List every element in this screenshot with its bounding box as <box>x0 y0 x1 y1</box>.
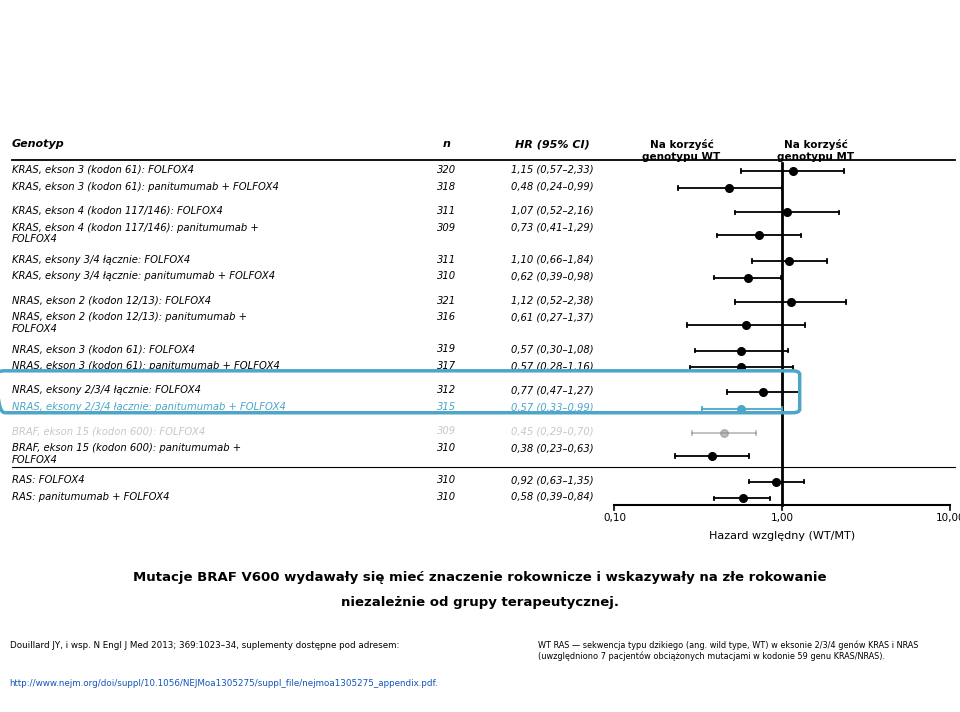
Text: n: n <box>443 139 450 150</box>
Text: NRAS, eksony 2/3/4 łącznie: panitumumab + FOLFOX4: NRAS, eksony 2/3/4 łącznie: panitumumab … <box>12 402 285 412</box>
Text: 10,00: 10,00 <box>936 513 960 523</box>
Text: NRAS, eksony 2/3/4 łącznie: FOLFOX4: NRAS, eksony 2/3/4 łącznie: FOLFOX4 <box>12 385 201 395</box>
Text: 316: 316 <box>437 313 456 323</box>
Text: 310: 310 <box>437 475 456 485</box>
Text: 1,10 (0,66–1,84): 1,10 (0,66–1,84) <box>511 255 593 265</box>
Text: HR (95% CI): HR (95% CI) <box>515 139 589 150</box>
Text: 311: 311 <box>437 206 456 216</box>
Text: 0,10: 0,10 <box>603 513 626 523</box>
Text: KRAS, ekson 4 (kodon 117/146): panitumumab +
FOLFOX4: KRAS, ekson 4 (kodon 117/146): panitumum… <box>12 223 258 244</box>
Text: 309: 309 <box>437 426 456 436</box>
Text: 0,57 (0,28–1,16): 0,57 (0,28–1,16) <box>511 361 593 371</box>
Text: Na korzyść
genotypu MT: Na korzyść genotypu MT <box>778 139 854 162</box>
Text: http://www.nejm.org/doi/suppl/10.1056/NEJMoa1305275/suppl_file/nejmoa1305275_app: http://www.nejm.org/doi/suppl/10.1056/NE… <box>10 679 438 689</box>
Text: 1,15 (0,57–2,33): 1,15 (0,57–2,33) <box>511 164 593 175</box>
Text: 311: 311 <box>437 255 456 265</box>
Text: Na korzyść
genotypu WT: Na korzyść genotypu WT <box>642 139 721 162</box>
Text: BRAF, ekson 15 (kodon 600): FOLFOX4: BRAF, ekson 15 (kodon 600): FOLFOX4 <box>12 426 204 436</box>
Text: 312: 312 <box>437 385 456 395</box>
Text: 310: 310 <box>437 492 456 502</box>
Text: NRAS, ekson 2 (kodon 12/13): panitumumab +
FOLFOX4: NRAS, ekson 2 (kodon 12/13): panitumumab… <box>12 313 247 334</box>
Text: 0,58 (0,39–0,84): 0,58 (0,39–0,84) <box>511 492 593 502</box>
Text: Analiza genów: Analiza genów <box>36 16 238 41</box>
Text: 0,48 (0,24–0,99): 0,48 (0,24–0,99) <box>511 182 593 192</box>
Text: RAS: FOLFOX4: RAS: FOLFOX4 <box>12 475 84 485</box>
FancyBboxPatch shape <box>3 100 30 116</box>
Text: 0,61 (0,27–1,37): 0,61 (0,27–1,37) <box>511 313 593 323</box>
Text: 0,57 (0,30–1,08): 0,57 (0,30–1,08) <box>511 345 593 355</box>
Text: KRAS, ekson 3 (kodon 61): panitumumab + FOLFOX4: KRAS, ekson 3 (kodon 61): panitumumab + … <box>12 182 278 192</box>
Text: KRAS, eksony 3/4 łącznie: panitumumab + FOLFOX4: KRAS, eksony 3/4 łącznie: panitumumab + … <box>12 271 275 281</box>
FancyBboxPatch shape <box>3 17 30 55</box>
Text: 317: 317 <box>437 361 456 371</box>
Text: BRAF, ekson 15 (kodon 600): panitumumab +
FOLFOX4: BRAF, ekson 15 (kodon 600): panitumumab … <box>12 444 241 465</box>
Text: 0,57 (0,33–0,99): 0,57 (0,33–0,99) <box>511 402 593 412</box>
Text: 0,92 (0,63–1,35): 0,92 (0,63–1,35) <box>511 475 593 485</box>
Text: 0,62 (0,39–0,98): 0,62 (0,39–0,98) <box>511 271 593 281</box>
Text: 1,07 (0,52–2,16): 1,07 (0,52–2,16) <box>511 206 593 216</box>
Text: niezależnie od grupy terapeutycznej.: niezależnie od grupy terapeutycznej. <box>341 596 619 609</box>
Text: NRAS, ekson 3 (kodon 61): FOLFOX4: NRAS, ekson 3 (kodon 61): FOLFOX4 <box>12 345 195 355</box>
Text: OS (według podgrup genotypów, analiza pierwotna): OS (według podgrup genotypów, analiza pi… <box>36 76 667 98</box>
Text: NRAS, ekson 2 (kodon 12/13): FOLFOX4: NRAS, ekson 2 (kodon 12/13): FOLFOX4 <box>12 295 210 305</box>
FancyBboxPatch shape <box>3 74 30 90</box>
Text: 315: 315 <box>437 402 456 412</box>
Text: Douillard JY, i wsp. N Engl J Med 2013; 369:1023–34, suplementy dostępne pod adr: Douillard JY, i wsp. N Engl J Med 2013; … <box>10 641 399 650</box>
Text: 310: 310 <box>437 444 456 454</box>
Text: 320: 320 <box>437 164 456 175</box>
Text: 310: 310 <box>437 271 456 281</box>
Text: Genotyp: Genotyp <box>12 139 64 150</box>
Text: 0,73 (0,41–1,29): 0,73 (0,41–1,29) <box>511 223 593 233</box>
Text: 321: 321 <box>437 295 456 305</box>
Text: 1,12 (0,52–2,38): 1,12 (0,52–2,38) <box>511 295 593 305</box>
Text: RAS: RAS <box>243 16 297 40</box>
Text: 309: 309 <box>437 223 456 233</box>
Text: Hazard względny (WT/MT): Hazard względny (WT/MT) <box>709 530 855 540</box>
Text: NRAS, ekson 3 (kodon 61): panitumumab + FOLFOX4: NRAS, ekson 3 (kodon 61): panitumumab + … <box>12 361 279 371</box>
Text: 0,45 (0,29–0,70): 0,45 (0,29–0,70) <box>511 426 593 436</box>
Text: 0,77 (0,47–1,27): 0,77 (0,47–1,27) <box>511 385 593 395</box>
Text: KRAS, ekson 3 (kodon 61): FOLFOX4: KRAS, ekson 3 (kodon 61): FOLFOX4 <box>12 164 194 175</box>
Text: KRAS, eksony 3/4 łącznie: FOLFOX4: KRAS, eksony 3/4 łącznie: FOLFOX4 <box>12 255 190 265</box>
Text: RAS: panitumumab + FOLFOX4: RAS: panitumumab + FOLFOX4 <box>12 492 169 502</box>
Text: Mutacje BRAF V600 wydawały się mieć znaczenie rokownicze i wskazywały na złe rok: Mutacje BRAF V600 wydawały się mieć znac… <box>133 571 827 584</box>
Text: KRAS, ekson 4 (kodon 117/146): FOLFOX4: KRAS, ekson 4 (kodon 117/146): FOLFOX4 <box>12 206 223 216</box>
Text: 318: 318 <box>437 182 456 192</box>
Text: WT RAS — sekwencja typu dzikiego (ang. wild type, WT) w eksonie 2/3/4 genów KRAS: WT RAS — sekwencja typu dzikiego (ang. w… <box>538 641 918 661</box>
Text: 1,00: 1,00 <box>771 513 794 523</box>
Text: 0,38 (0,23–0,63): 0,38 (0,23–0,63) <box>511 444 593 454</box>
Text: w badaniu PRIME: w badaniu PRIME <box>279 16 517 40</box>
Text: 319: 319 <box>437 345 456 355</box>
